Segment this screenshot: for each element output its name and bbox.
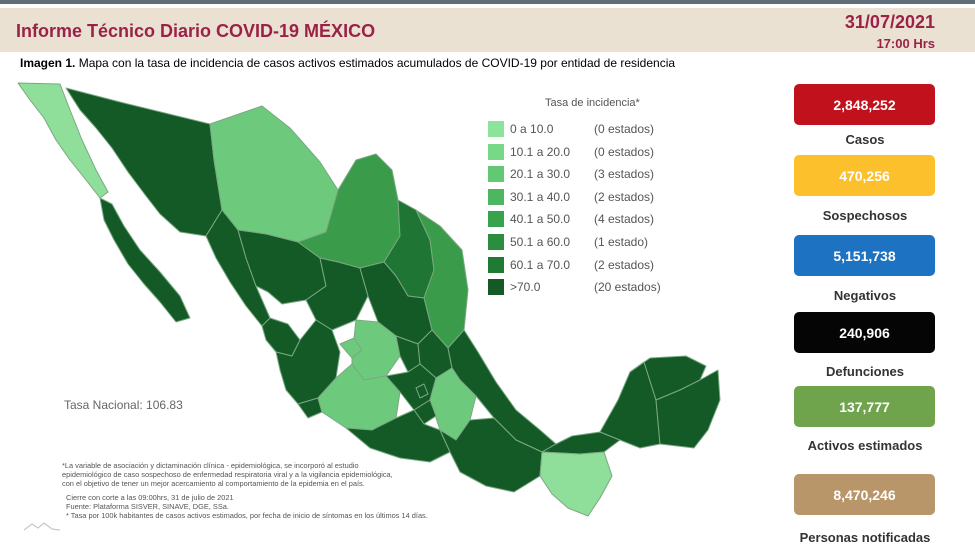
legend-swatch bbox=[488, 188, 504, 205]
report-time: 17:00 Hrs bbox=[876, 36, 935, 51]
state-chiapas bbox=[539, 451, 613, 517]
caption-text: Mapa con la tasa de incidencia de casos … bbox=[75, 56, 676, 70]
legend-count: (1 estado) bbox=[594, 235, 649, 249]
report-header: Informe Técnico Diario COVID-19 MÉXICO 3… bbox=[0, 8, 975, 52]
footnote-line: epidemiológico de caso sospechoso de enf… bbox=[62, 470, 393, 479]
footnote-line: Fuente: Plataforma SISVER, SINAVE, DGE, … bbox=[66, 502, 229, 511]
national-rate: Tasa Nacional: 106.83 bbox=[64, 398, 183, 412]
state-jalisco bbox=[275, 319, 341, 405]
footnote-line: Cierre con corte a las 09:00hrs, 31 de j… bbox=[66, 493, 234, 502]
stat-label: Negativos bbox=[833, 288, 897, 303]
legend-title: Tasa de incidencia* bbox=[545, 97, 640, 109]
legend-swatch bbox=[488, 166, 504, 183]
legend-swatch bbox=[488, 234, 504, 250]
top-rule bbox=[0, 0, 975, 4]
legend-range: 10.1 a 20.0 bbox=[510, 144, 571, 159]
stat-label: Activos estimados bbox=[807, 438, 923, 453]
footnote-line: con el objetivo de tener un mejor acerca… bbox=[62, 479, 365, 488]
legend-swatch bbox=[488, 211, 504, 228]
state-cdmx bbox=[415, 383, 429, 399]
legend-range: 50.1 a 60.0 bbox=[510, 235, 571, 249]
stat-label: Sospechosos bbox=[822, 208, 908, 223]
stat-label: Casos bbox=[845, 132, 885, 147]
legend-range: 60.1 a 70.0 bbox=[510, 257, 571, 272]
footnote-line: * Tasa por 100k habitantes de casos acti… bbox=[66, 511, 428, 520]
footnote-line: *La variable de asociación y dictaminaci… bbox=[62, 461, 359, 470]
report-date: 31/07/2021 bbox=[844, 12, 935, 32]
legend-count: (0 estados) bbox=[594, 122, 655, 136]
report-title: Informe Técnico Diario COVID-19 MÉXICO bbox=[16, 21, 376, 41]
legend-swatch bbox=[488, 143, 504, 160]
stat-value-box: 2,848,252 bbox=[794, 84, 935, 125]
legend-count: (20 estados) bbox=[594, 280, 661, 295]
stat-value-box: 137,777 bbox=[794, 386, 935, 427]
legend-range: 30.1 a 40.0 bbox=[510, 189, 571, 204]
stat-value-box: 240,906 bbox=[794, 312, 935, 353]
mexico-incidence-map bbox=[17, 82, 721, 517]
caption-label: Imagen 1. bbox=[20, 56, 76, 70]
stat-label: Defunciones bbox=[825, 364, 904, 379]
legend-range: 20.1 a 30.0 bbox=[510, 167, 571, 182]
legend-swatch bbox=[488, 279, 504, 296]
legend-count: (3 estados) bbox=[594, 167, 655, 182]
legend-count: (2 estados) bbox=[594, 189, 655, 204]
stat-value-box: 8,470,246 bbox=[794, 474, 935, 515]
legend-swatch bbox=[488, 256, 504, 273]
stat-value-box: 5,151,738 bbox=[794, 235, 935, 276]
legend-range: >70.0 bbox=[510, 280, 541, 295]
legend-range: 40.1 a 50.0 bbox=[510, 212, 571, 227]
state-baja-california-sur bbox=[99, 197, 191, 323]
legend-count: (2 estados) bbox=[594, 257, 655, 272]
legend-swatch bbox=[488, 121, 504, 137]
legend-count: (4 estados) bbox=[594, 212, 655, 227]
stat-label: Personas notificadas bbox=[799, 530, 931, 545]
legend-count: (0 estados) bbox=[594, 144, 655, 159]
stat-value-box: 470,256 bbox=[794, 155, 935, 196]
legend-range: 0 a 10.0 bbox=[510, 122, 554, 136]
image-caption: Imagen 1. Mapa con la tasa de incidencia… bbox=[20, 56, 675, 70]
state-quintana-roo bbox=[655, 369, 721, 449]
watermark-logo-icon bbox=[23, 522, 61, 531]
